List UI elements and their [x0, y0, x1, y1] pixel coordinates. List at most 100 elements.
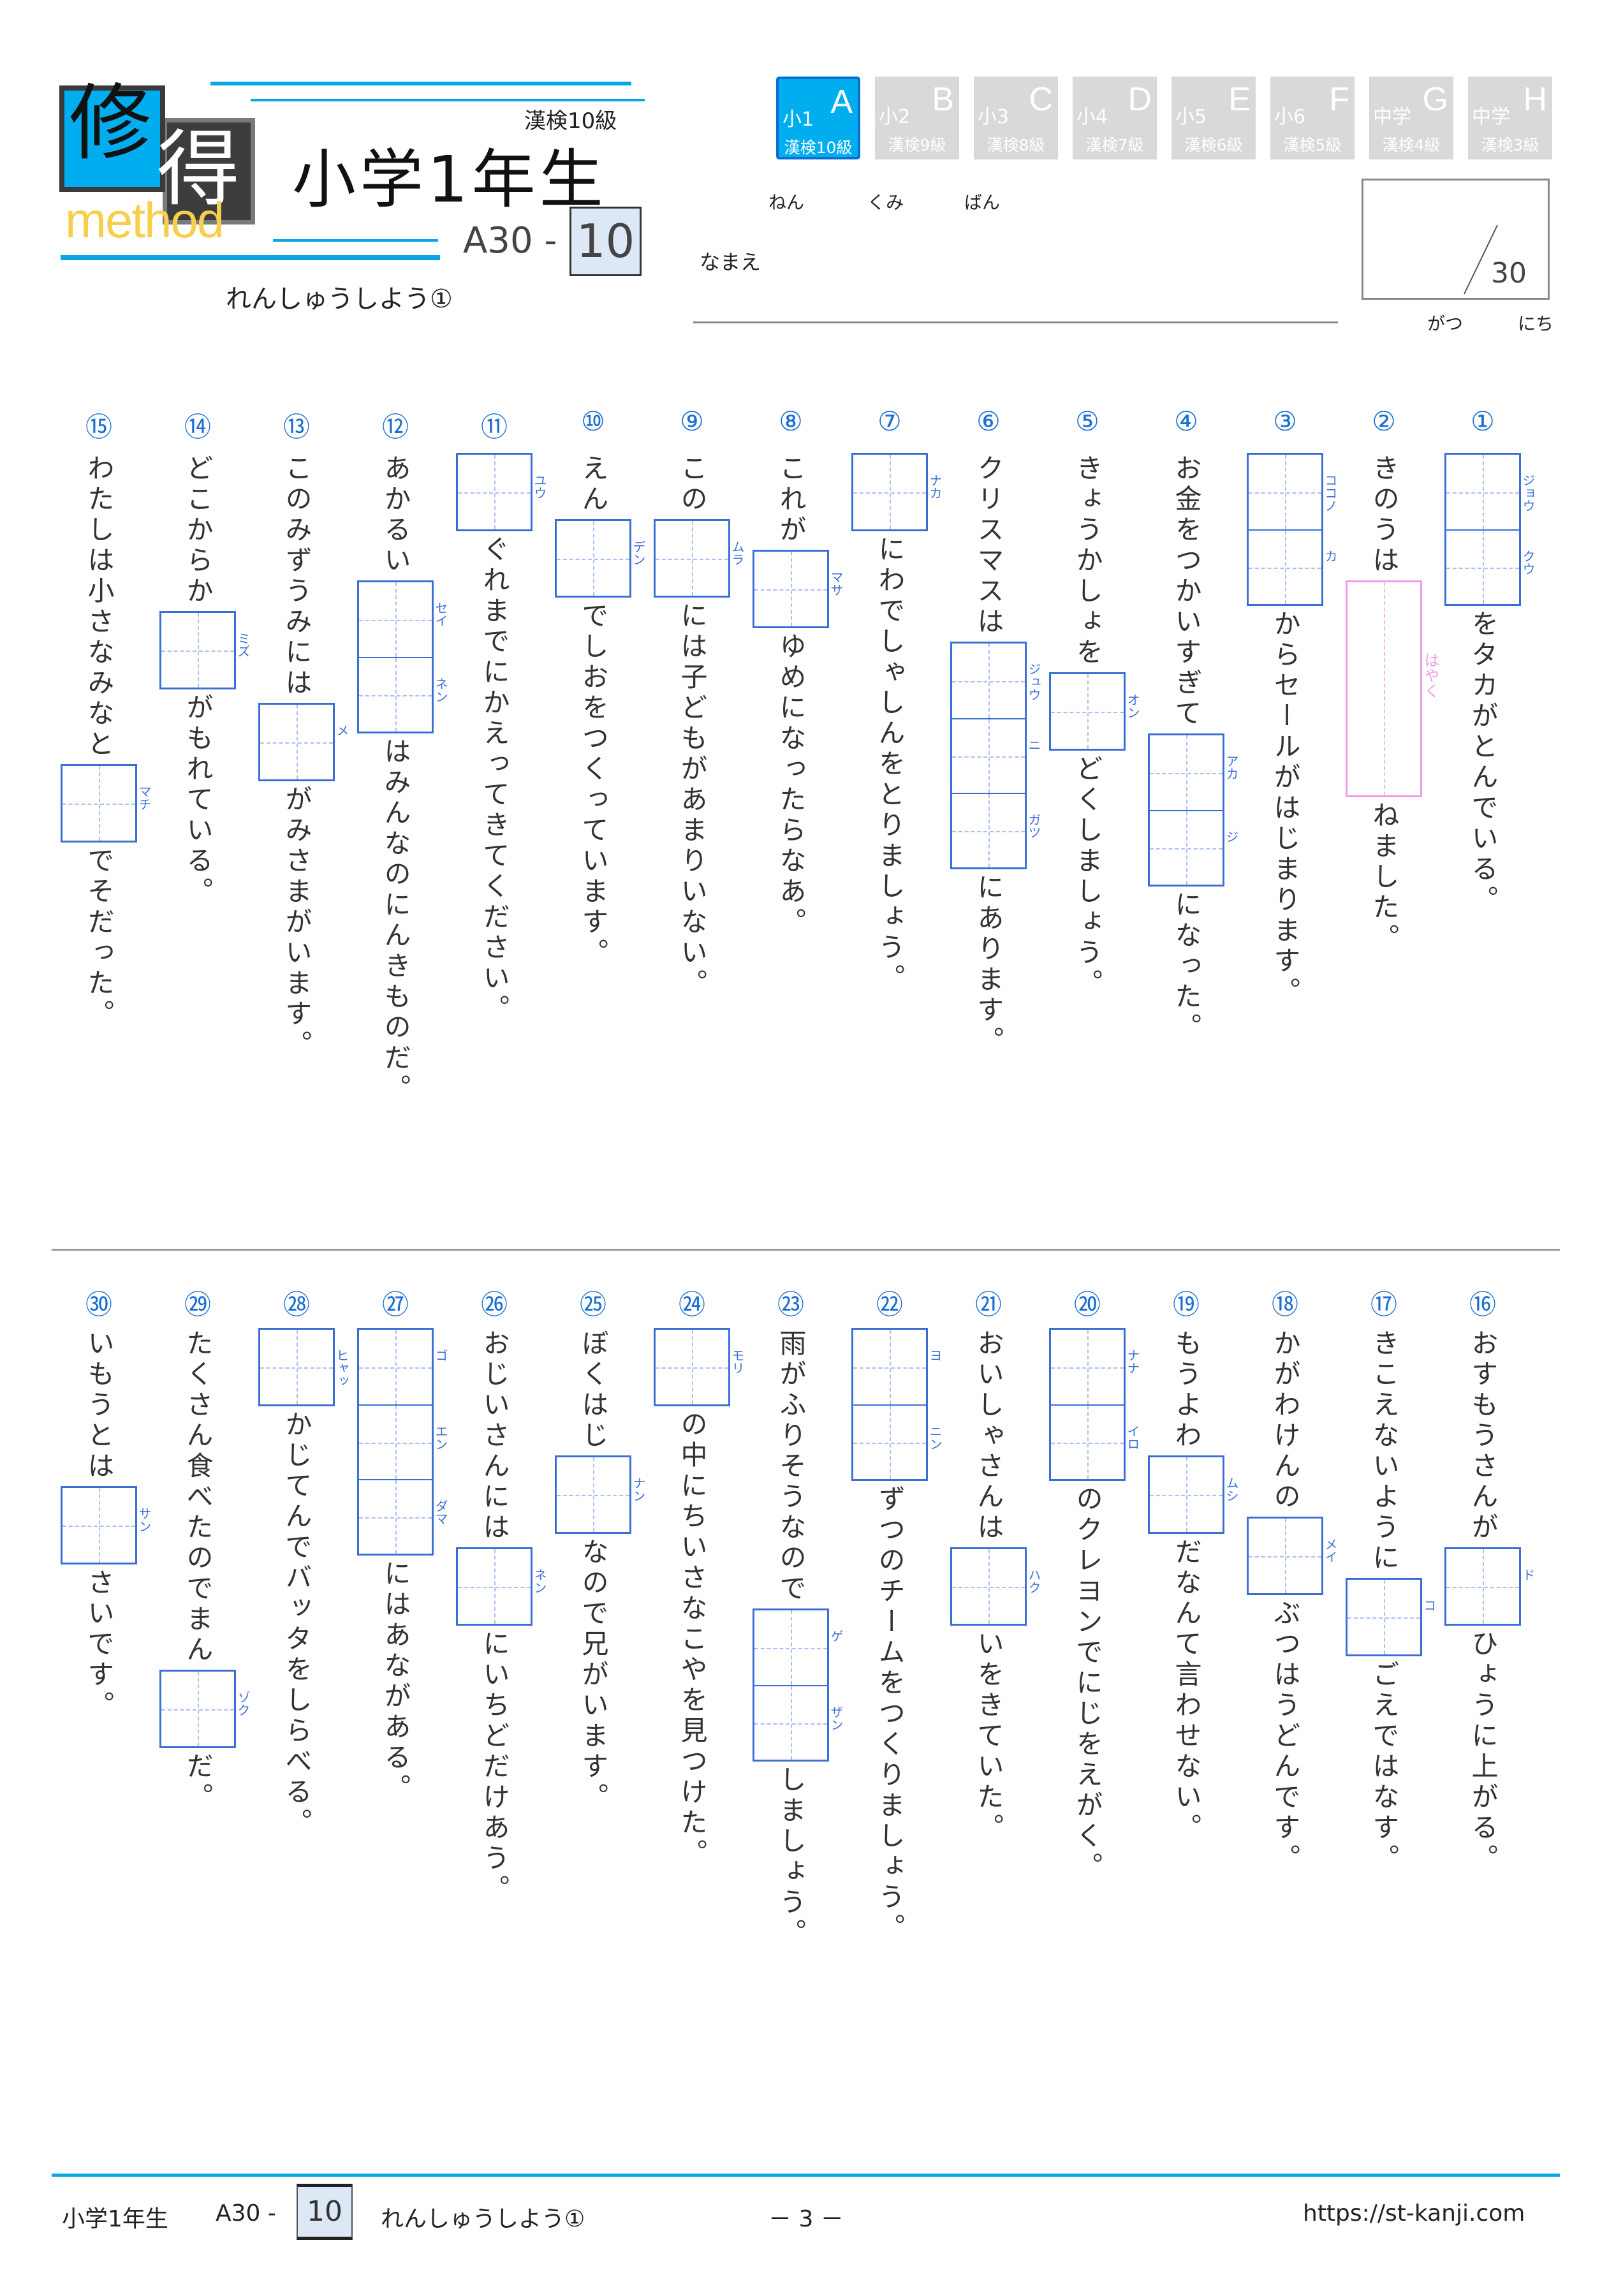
grade-tab-b[interactable]: 小2 B 漢検9級: [875, 77, 959, 159]
kanji-answer-box[interactable]: サン: [61, 1486, 152, 1564]
answer-cell[interactable]: ガツ: [952, 793, 1041, 867]
answer-cell[interactable]: マチ: [62, 766, 152, 841]
kanji-answer-box[interactable]: デン: [555, 519, 646, 598]
grade-tab-a[interactable]: 小1 A 漢検10級: [776, 77, 860, 159]
kanji-answer-box[interactable]: マサ: [753, 550, 844, 628]
answer-cell[interactable]: メ: [260, 705, 349, 779]
kanji-answer-box[interactable]: ヨニン: [851, 1328, 943, 1481]
answer-cell[interactable]: ニン: [853, 1404, 943, 1479]
kanji-answer-box[interactable]: アカジ: [1148, 733, 1239, 887]
guide-line: [297, 705, 298, 779]
kanji-answer-box[interactable]: ゾク: [159, 1670, 251, 1748]
guide-line: [1483, 531, 1484, 604]
kanji-answer-box[interactable]: メ: [258, 703, 349, 781]
grade-tab-d[interactable]: 小4 D 漢検7級: [1073, 77, 1157, 159]
answer-cell[interactable]: ムラ: [656, 521, 745, 596]
grade-tab-h[interactable]: 中学 H 漢検3級: [1468, 77, 1552, 159]
kanji-answer-box[interactable]: ヒャッ: [258, 1328, 349, 1406]
answer-cell[interactable]: ネン: [458, 1549, 547, 1624]
kanji-answer-box[interactable]: ド: [1444, 1547, 1536, 1626]
answer-cell[interactable]: コ: [1348, 1580, 1437, 1654]
kanji-answer-box[interactable]: ゲザン: [753, 1608, 844, 1762]
kanji-answer-box[interactable]: マチ: [61, 764, 152, 843]
question-text: きこえないように: [1369, 1329, 1400, 1574]
kanji-answer-box[interactable]: ナナ イロ: [1049, 1328, 1140, 1481]
kanji-answer-box[interactable]: メイ: [1247, 1517, 1338, 1595]
answer-cell[interactable]: モリ: [656, 1330, 745, 1404]
answer-cell[interactable]: ユウ: [458, 455, 547, 529]
question-column: えん デン でしおをつくっています。: [548, 452, 646, 971]
grade-tab-f[interactable]: 小6 F 漢検5級: [1270, 77, 1355, 159]
answer-cell[interactable]: ジュウ: [952, 644, 1041, 718]
page-number: － 3 －: [768, 2206, 844, 2232]
guide-line: [1087, 674, 1089, 749]
answer-cell[interactable]: ココノ: [1249, 455, 1338, 529]
kanji-answer-box[interactable]: ゴエン ダマ: [357, 1328, 448, 1556]
answer-cell[interactable]: マサ: [754, 552, 844, 626]
answer-cell[interactable]: ニ: [952, 718, 1041, 793]
kanji-answer-box[interactable]: モリ: [654, 1328, 745, 1406]
answer-cell[interactable]: ナカ: [853, 455, 943, 529]
kanji-answer-box[interactable]: ナカ: [851, 453, 943, 531]
answer-cell[interactable]: ザン: [754, 1685, 844, 1760]
grade-tab-letter: C: [1029, 81, 1053, 118]
kanji-answer-box[interactable]: ユウ: [456, 453, 547, 531]
guide-line: [494, 455, 496, 529]
question-column: ゴエン ダマ にはあながある。: [351, 1327, 448, 1807]
kanji-answer-box[interactable]: ジュウニガツ: [950, 642, 1041, 869]
kanji-answer-box[interactable]: ココノカ: [1247, 453, 1338, 606]
grade-tab-g[interactable]: 中学 G 漢検4級: [1369, 77, 1453, 159]
answer-cell[interactable]: ジ: [1150, 810, 1239, 885]
grade-tab-e[interactable]: 小5 E 漢検6級: [1171, 77, 1256, 159]
answer-cell[interactable]: ナナ: [1051, 1330, 1140, 1404]
answer-cell[interactable]: サン: [62, 1488, 152, 1563]
grade-tab-c[interactable]: 小3 C 漢検8級: [974, 77, 1058, 159]
answer-cell[interactable]: はやく: [1348, 582, 1439, 795]
answer-cell[interactable]: カ: [1249, 529, 1338, 604]
answer-cell[interactable]: オン: [1051, 674, 1140, 749]
kanji-answer-box[interactable]: ムシ: [1148, 1455, 1239, 1534]
answer-cell[interactable]: エン: [359, 1404, 448, 1479]
question-text: さいです。: [84, 1568, 115, 1721]
header-rule: [251, 99, 645, 101]
okurigana-answer-box[interactable]: はやく: [1346, 580, 1439, 797]
reading-hint: ナカ: [927, 474, 943, 499]
answer-cell[interactable]: クウ: [1446, 529, 1536, 604]
answer-cell[interactable]: ミズ: [161, 613, 251, 688]
question-column: ナナ イロ のクレヨンでにじをえがく。: [1043, 1327, 1140, 1885]
kanji-answer-box[interactable]: ミズ: [159, 611, 251, 689]
question-number: ⑫: [381, 411, 409, 443]
answer-cell[interactable]: ゾク: [161, 1672, 251, 1746]
answer-cell[interactable]: ハク: [952, 1549, 1041, 1624]
guide-line: [988, 1549, 990, 1624]
answer-cell[interactable]: ゴ: [359, 1330, 448, 1404]
answer-cell[interactable]: ダマ: [359, 1479, 448, 1554]
answer-cell[interactable]: ゲ: [754, 1610, 844, 1685]
answer-cell[interactable]: ジョウ: [1446, 455, 1536, 529]
kanji-answer-box[interactable]: オン: [1049, 672, 1140, 751]
answer-cell[interactable]: メイ: [1249, 1519, 1338, 1593]
footer-url[interactable]: https://st-kanji.com: [1303, 2200, 1525, 2226]
answer-cell[interactable]: ヨ: [853, 1330, 943, 1404]
answer-cell[interactable]: ムシ: [1150, 1457, 1239, 1532]
answer-cell[interactable]: ネン: [359, 657, 448, 732]
kanji-answer-box[interactable]: ハク: [950, 1547, 1041, 1626]
kanji-answer-box[interactable]: コ: [1346, 1578, 1437, 1656]
name-field-line[interactable]: [693, 321, 1338, 323]
question-column: おすもうさんがドひょうに上がる。: [1438, 1327, 1536, 1877]
kanji-answer-box[interactable]: ナン: [555, 1455, 646, 1534]
answer-cell[interactable]: アカ: [1150, 735, 1239, 810]
guide-line: [1285, 1519, 1286, 1593]
answer-cell[interactable]: デン: [557, 521, 646, 596]
answer-cell[interactable]: ナン: [557, 1457, 646, 1532]
answer-cell[interactable]: セイ: [359, 582, 448, 657]
answer-cell[interactable]: ヒャッ: [260, 1330, 349, 1404]
answer-cell[interactable]: ド: [1446, 1549, 1536, 1624]
kanji-answer-box[interactable]: セイ ネン: [357, 580, 448, 733]
answer-cell[interactable]: イロ: [1051, 1404, 1140, 1479]
kanji-answer-box[interactable]: ネン: [456, 1547, 547, 1626]
kanji-answer-box[interactable]: ムラ: [654, 519, 745, 598]
kanji-answer-box[interactable]: ジョウ クウ: [1444, 453, 1536, 606]
question-text: ゆめになったらなあ。: [775, 632, 807, 938]
question-text: いもうとは: [84, 1329, 115, 1482]
